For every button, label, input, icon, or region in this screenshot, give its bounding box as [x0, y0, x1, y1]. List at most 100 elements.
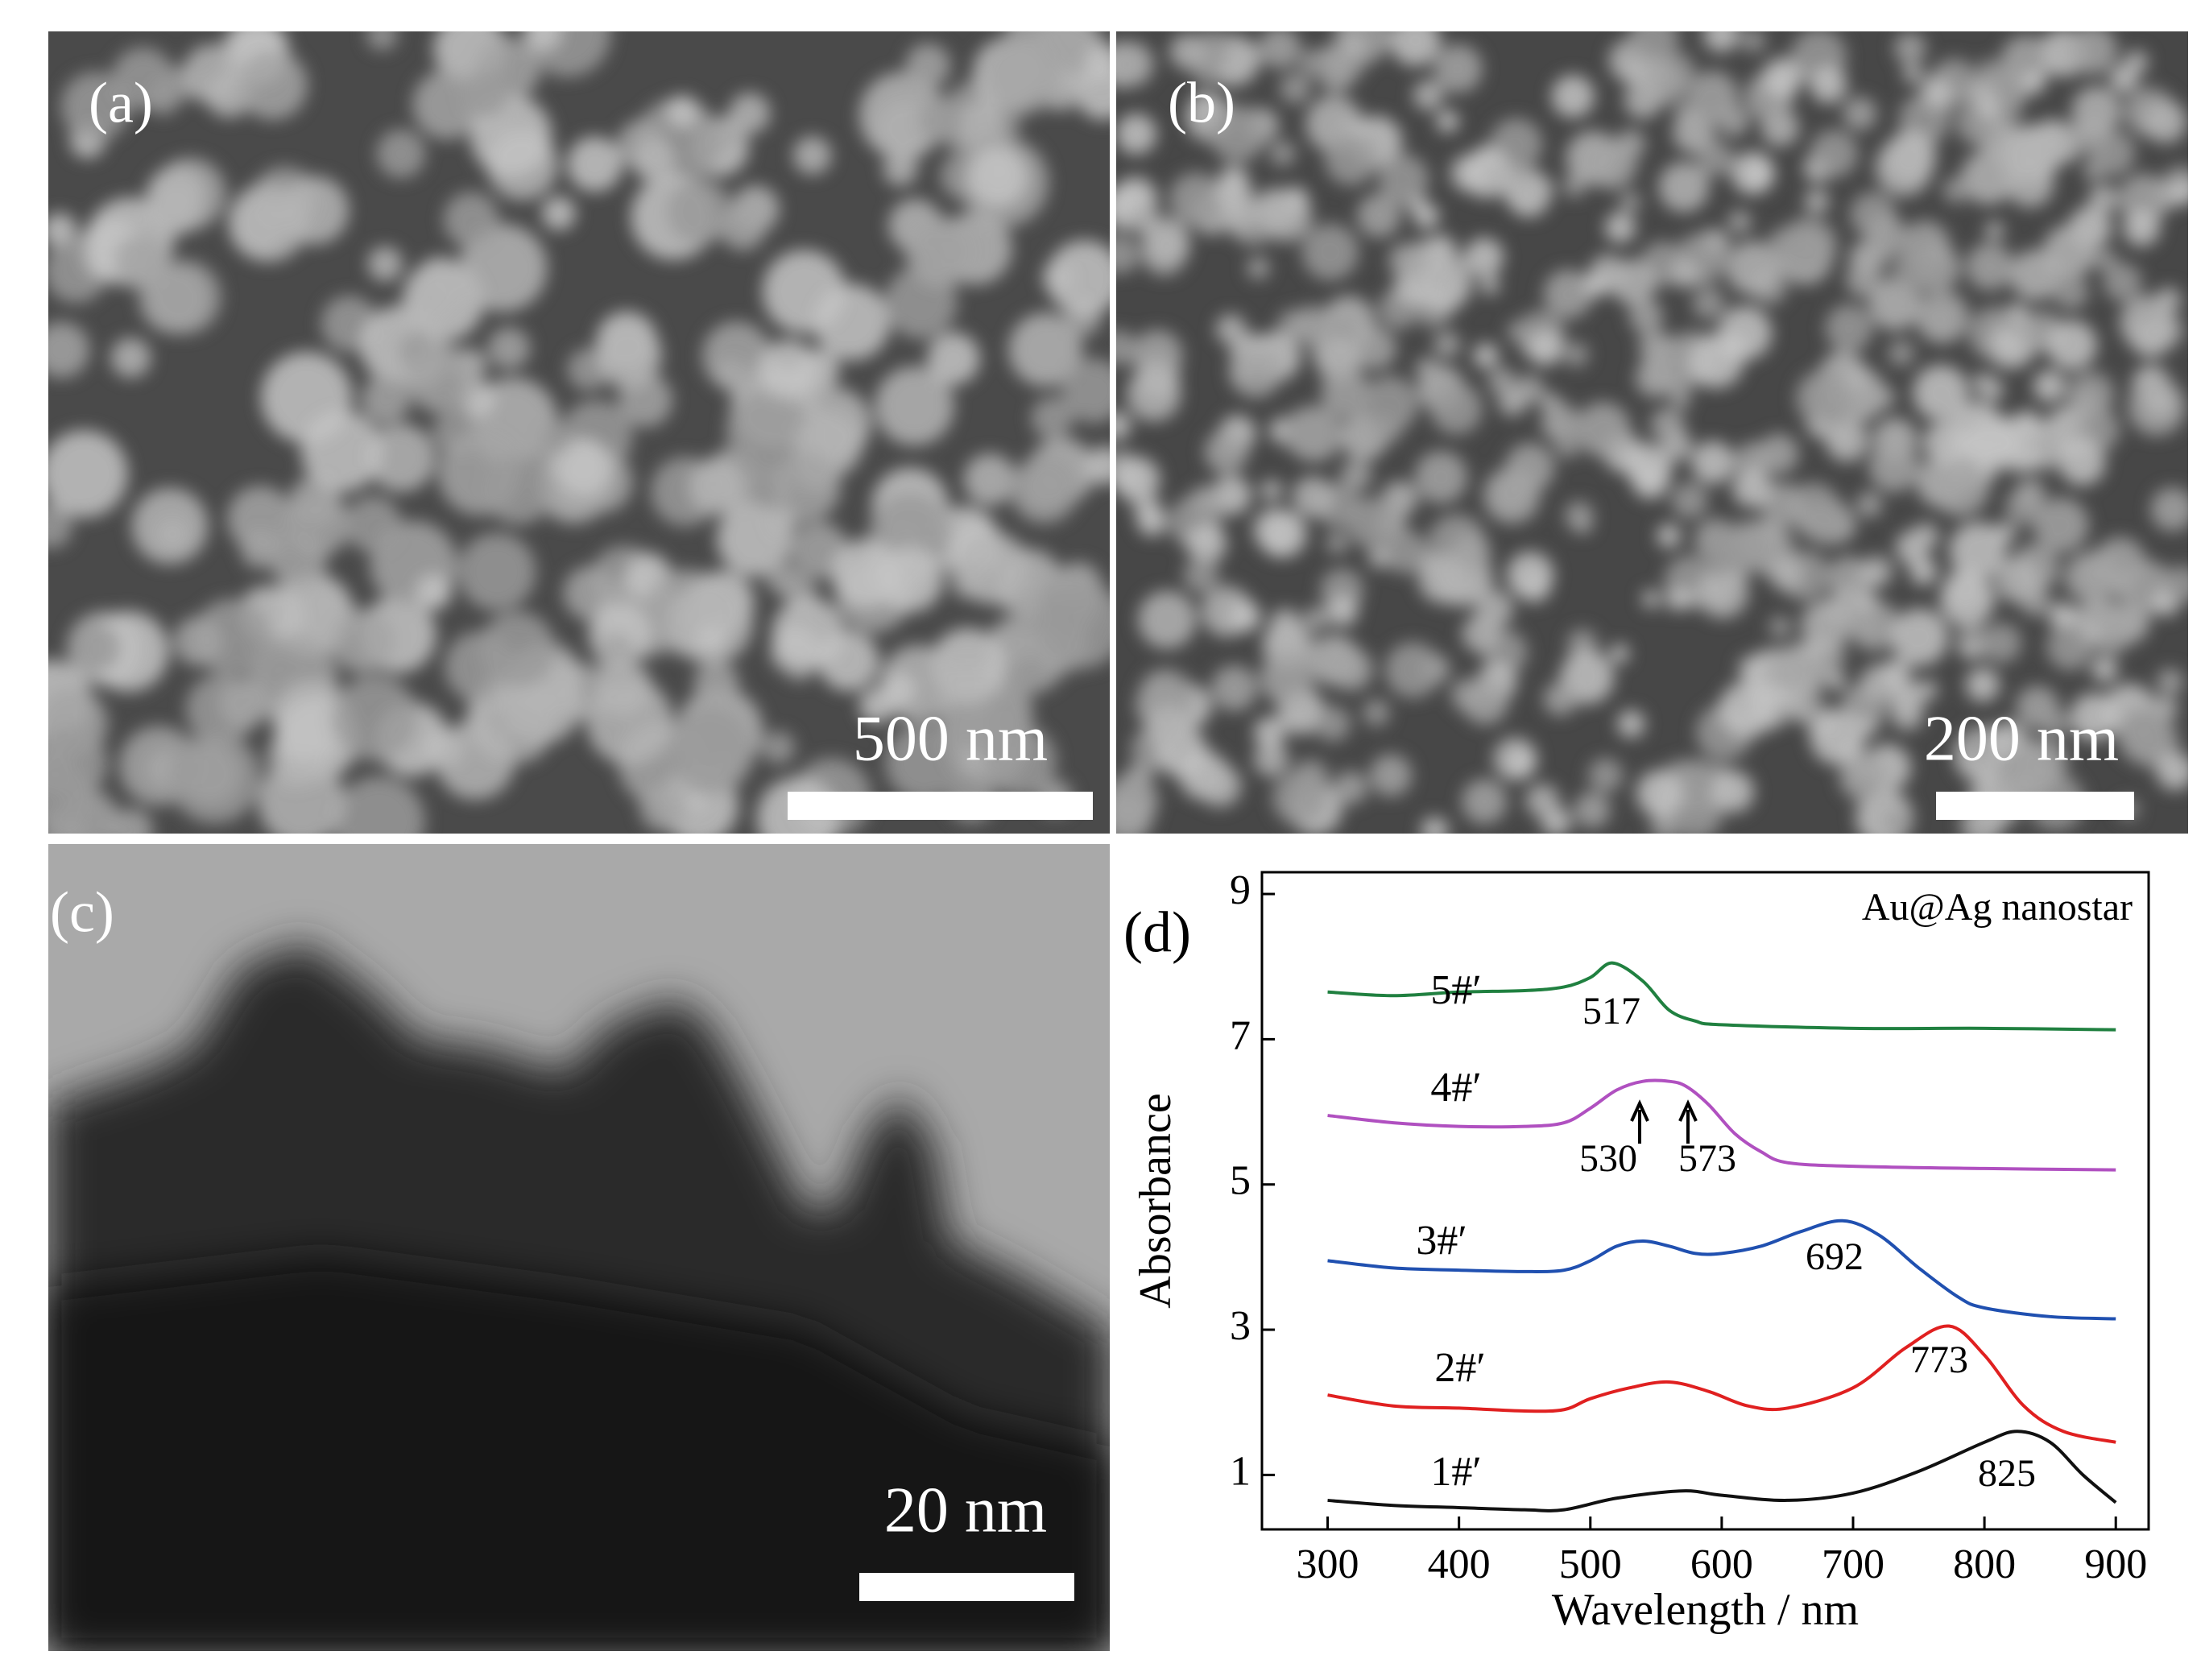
particle [2150, 487, 2188, 532]
particle [1228, 600, 1261, 633]
particle [2033, 497, 2089, 553]
particle [1588, 758, 1624, 793]
particle [1965, 668, 2000, 702]
particle [1417, 554, 1467, 604]
particle [1931, 459, 1989, 517]
particle [2087, 606, 2135, 655]
particle [1186, 523, 1227, 564]
particle [1890, 608, 1949, 666]
particle [1977, 59, 2002, 85]
particle [1324, 132, 1378, 186]
particle [2021, 122, 2069, 171]
particle [1116, 329, 1136, 366]
particle [110, 337, 151, 379]
particle [1912, 522, 1939, 550]
particle [1673, 111, 1715, 154]
particle [1031, 397, 1074, 440]
particle [1574, 792, 1611, 829]
particle [1433, 44, 1483, 93]
particle [2144, 387, 2175, 418]
particle [1131, 329, 1183, 382]
particle [48, 503, 72, 549]
particle [286, 491, 351, 557]
particle [48, 430, 128, 518]
series-line [1327, 1078, 2116, 1172]
particle [1979, 97, 2000, 119]
particle [963, 453, 1016, 506]
y-tick-label: 1 [1230, 1448, 1251, 1494]
particle [882, 672, 916, 707]
particle [2157, 668, 2184, 695]
particle [280, 176, 350, 245]
particle [2094, 248, 2118, 272]
tem-image-c [48, 844, 1110, 1651]
particle [1843, 97, 1877, 131]
particle [1253, 188, 1299, 234]
particle [1884, 809, 1911, 834]
particle [1624, 81, 1662, 119]
particle [1061, 358, 1110, 423]
particle [1705, 580, 1731, 606]
particle [665, 95, 700, 129]
particle [1939, 572, 1996, 627]
x-tick-label: 600 [1690, 1541, 1753, 1587]
particle [917, 98, 964, 144]
particle [1347, 497, 1399, 548]
particle [983, 37, 1061, 114]
x-tick-label: 300 [1297, 1541, 1359, 1587]
particle [1116, 792, 1153, 834]
particle [1369, 754, 1413, 797]
particle [457, 532, 536, 611]
particle [1868, 441, 1920, 493]
particle [1462, 678, 1508, 725]
particle [904, 216, 978, 288]
particle [1342, 33, 1365, 56]
particle [956, 532, 1029, 605]
particle [1636, 770, 1683, 817]
particle [1703, 31, 1740, 52]
particle [1619, 191, 1641, 213]
particle [1825, 304, 1873, 353]
particle [1211, 475, 1251, 515]
particle [1506, 551, 1554, 599]
particle [1340, 459, 1372, 491]
particle [1292, 476, 1334, 518]
particle [1758, 433, 1799, 474]
particle [1855, 491, 1883, 518]
particle [1893, 31, 1926, 64]
particle [2046, 320, 2097, 370]
particle [1222, 200, 1256, 234]
series-label: 5#′ [1430, 967, 1481, 1013]
particle [540, 423, 573, 455]
particle [1641, 589, 1661, 609]
particle [729, 93, 771, 134]
particle [1260, 650, 1314, 706]
particle [2088, 184, 2118, 214]
x-tick-label: 900 [2084, 1541, 2147, 1587]
particle [1326, 531, 1349, 555]
particle [639, 783, 689, 832]
particle [367, 246, 403, 282]
y-tick-label: 7 [1230, 1012, 1251, 1058]
particle [1384, 642, 1442, 698]
particle [1916, 679, 1938, 701]
particle [1384, 530, 1428, 574]
particle [1825, 418, 1869, 462]
particle [1564, 501, 1594, 531]
particle [883, 151, 918, 186]
particle [1414, 450, 1468, 504]
particle [1666, 588, 1689, 611]
particle [1657, 523, 1682, 548]
particle [1215, 172, 1251, 209]
particle [1298, 48, 1328, 77]
particle [2067, 31, 2117, 75]
particle [1433, 331, 1461, 358]
particle [182, 43, 243, 104]
particle [1857, 562, 1884, 589]
particle [2164, 565, 2188, 603]
particle [333, 776, 425, 834]
particle [1995, 557, 2041, 603]
particle [1966, 401, 1989, 424]
particle [218, 677, 270, 730]
